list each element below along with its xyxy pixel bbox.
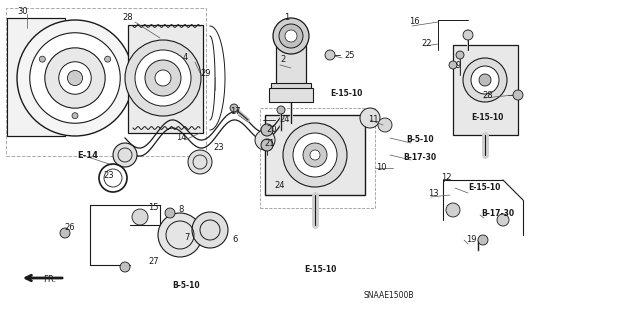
Circle shape	[261, 124, 273, 136]
Text: 16: 16	[409, 18, 420, 26]
Circle shape	[449, 61, 457, 69]
Text: B-17-30: B-17-30	[403, 153, 436, 162]
Text: 13: 13	[428, 189, 438, 197]
Circle shape	[188, 150, 212, 174]
Circle shape	[463, 30, 473, 40]
Bar	[7, 18, 65, 136]
Circle shape	[479, 74, 491, 86]
Text: B-5-10: B-5-10	[406, 136, 434, 145]
Text: 2: 2	[280, 56, 285, 64]
Text: SNAAE1500B: SNAAE1500B	[364, 291, 415, 300]
Text: 23: 23	[213, 144, 223, 152]
Circle shape	[155, 70, 171, 86]
Circle shape	[456, 51, 464, 59]
Circle shape	[310, 150, 320, 160]
Text: 24: 24	[274, 181, 285, 189]
Circle shape	[303, 143, 327, 167]
Circle shape	[463, 58, 507, 102]
Text: 15: 15	[148, 203, 159, 211]
Circle shape	[72, 113, 78, 119]
Circle shape	[478, 235, 488, 245]
Bar	[265, 115, 365, 195]
Bar	[271, 83, 311, 93]
Circle shape	[471, 66, 499, 94]
Text: 19: 19	[466, 235, 477, 244]
Circle shape	[279, 24, 303, 48]
Circle shape	[132, 209, 148, 225]
Text: 10: 10	[376, 164, 387, 173]
Bar	[6, 8, 206, 156]
Text: E-15-10: E-15-10	[304, 265, 337, 275]
Circle shape	[513, 90, 523, 100]
Text: 17: 17	[230, 108, 241, 116]
Circle shape	[446, 203, 460, 217]
Bar	[260, 108, 375, 208]
Text: B-17-30: B-17-30	[481, 209, 514, 218]
Circle shape	[230, 104, 238, 112]
Circle shape	[285, 30, 297, 42]
Text: 23: 23	[103, 170, 114, 180]
Text: 1: 1	[284, 13, 289, 23]
Text: 28: 28	[482, 91, 493, 100]
Circle shape	[283, 123, 347, 187]
Circle shape	[135, 50, 191, 106]
Circle shape	[105, 56, 111, 62]
Text: 20: 20	[266, 125, 276, 135]
Circle shape	[165, 208, 175, 218]
Text: 14: 14	[176, 133, 186, 143]
Text: 6: 6	[232, 235, 237, 244]
Circle shape	[277, 106, 285, 114]
Text: E-14: E-14	[77, 151, 98, 160]
Circle shape	[29, 33, 120, 123]
Bar	[453, 45, 518, 135]
Text: 22: 22	[421, 39, 431, 48]
Text: 8: 8	[178, 205, 184, 214]
Text: 25: 25	[344, 50, 355, 60]
Text: 26: 26	[64, 224, 75, 233]
Text: 12: 12	[441, 174, 451, 182]
Circle shape	[39, 56, 45, 62]
Text: 27: 27	[148, 257, 159, 266]
Circle shape	[261, 139, 273, 151]
Circle shape	[293, 133, 337, 177]
Circle shape	[273, 18, 309, 54]
Circle shape	[255, 130, 275, 150]
Text: 7: 7	[184, 234, 189, 242]
Text: 30: 30	[17, 8, 28, 17]
Circle shape	[158, 213, 202, 257]
Text: E-15-10: E-15-10	[330, 88, 362, 98]
Text: 4: 4	[183, 53, 188, 62]
Circle shape	[125, 40, 201, 116]
Bar	[128, 25, 203, 133]
Circle shape	[325, 50, 335, 60]
Text: B-5-10: B-5-10	[172, 280, 200, 290]
Text: 28: 28	[122, 13, 132, 23]
Circle shape	[145, 60, 181, 96]
Text: 24: 24	[279, 115, 289, 124]
Bar	[269, 88, 313, 102]
Circle shape	[120, 262, 130, 272]
Text: FR.: FR.	[43, 276, 56, 285]
Circle shape	[378, 118, 392, 132]
Circle shape	[60, 228, 70, 238]
Text: E-15-10: E-15-10	[471, 114, 504, 122]
Text: 11: 11	[368, 115, 378, 124]
Circle shape	[59, 62, 92, 94]
Text: 9: 9	[455, 61, 460, 70]
Text: E-15-10: E-15-10	[468, 183, 500, 192]
Circle shape	[45, 48, 105, 108]
Bar	[276, 28, 306, 88]
Circle shape	[192, 212, 228, 248]
Text: 29: 29	[200, 69, 211, 78]
Circle shape	[497, 214, 509, 226]
Circle shape	[113, 143, 137, 167]
Circle shape	[360, 108, 380, 128]
Text: 21: 21	[264, 139, 275, 149]
Circle shape	[67, 70, 83, 85]
Circle shape	[17, 20, 133, 136]
